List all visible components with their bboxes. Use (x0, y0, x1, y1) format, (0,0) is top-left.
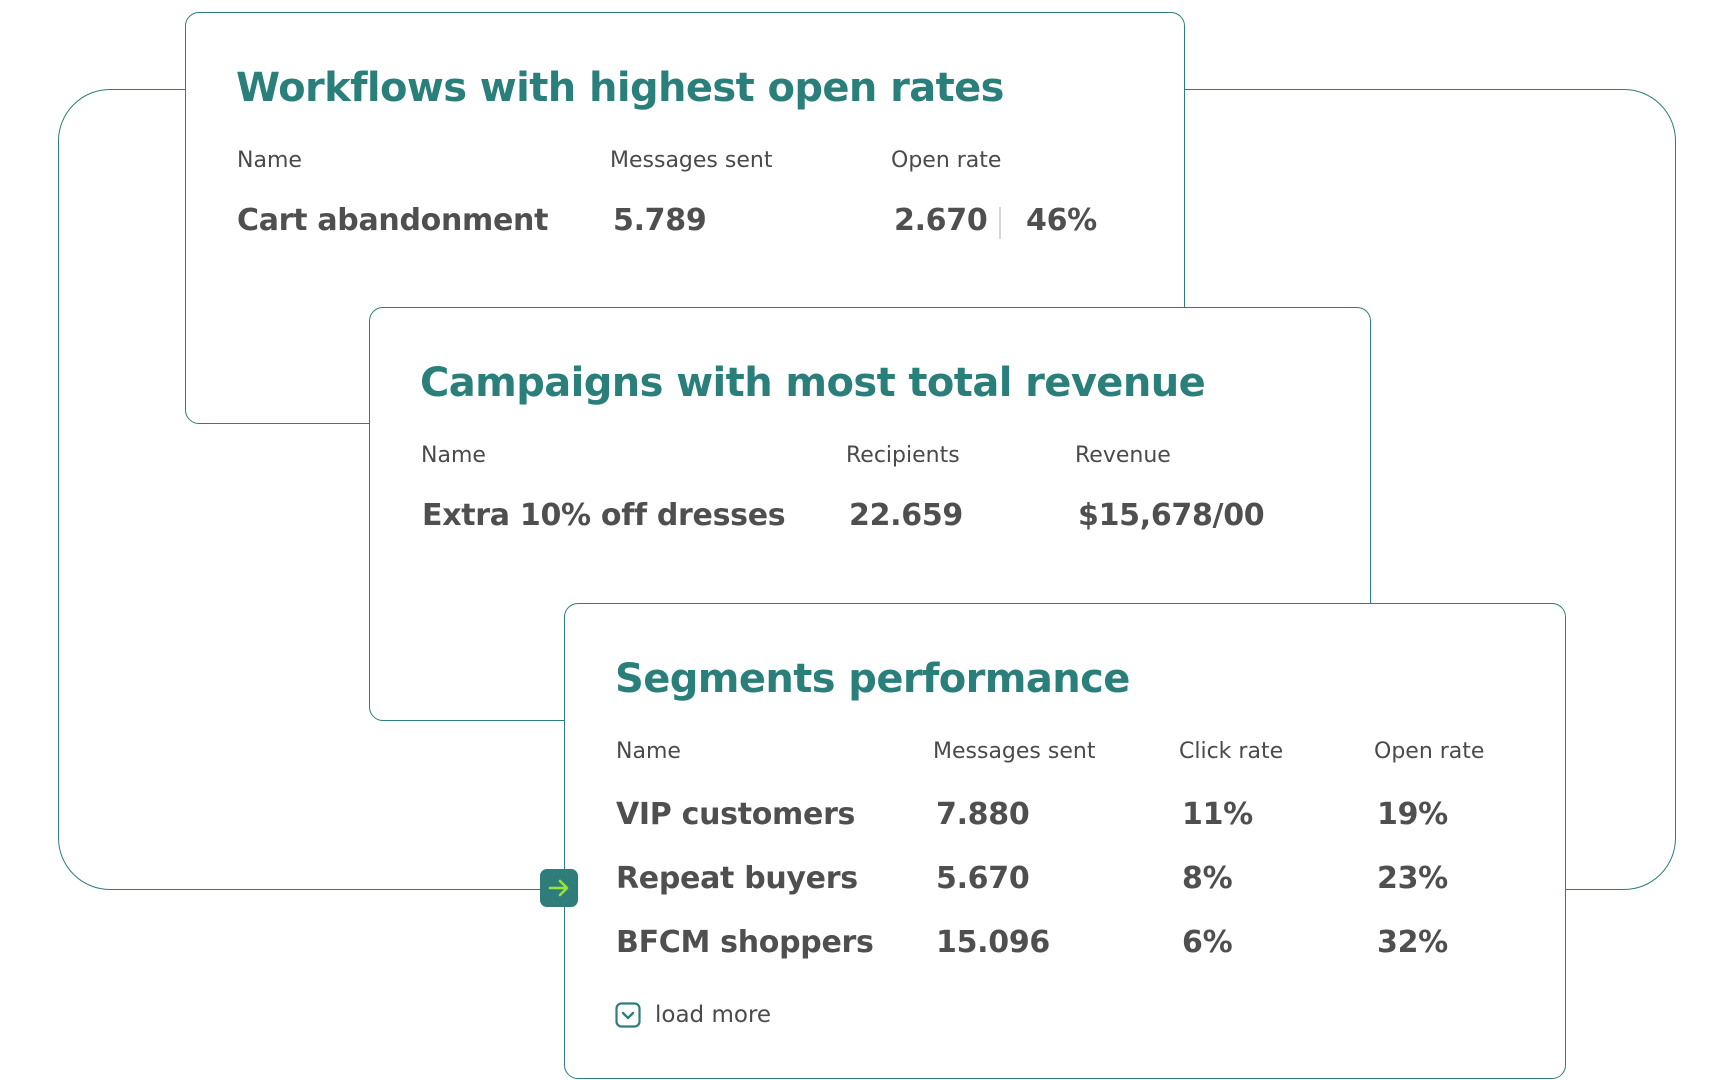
segments-col-name: Name (616, 739, 681, 764)
segments-col-click-rate: Click rate (1179, 739, 1284, 764)
segment-row-open-rate: 19% (1377, 797, 1448, 832)
load-more-button[interactable]: load more (615, 1002, 771, 1028)
segment-row-name: BFCM shoppers (616, 925, 874, 960)
segment-row-click-rate: 11% (1182, 797, 1253, 832)
campaigns-row-revenue: $15,678/00 (1078, 498, 1265, 533)
campaigns-col-recipients: Recipients (846, 443, 960, 468)
segment-row-name: VIP customers (616, 797, 856, 832)
workflows-col-open-rate: Open rate (891, 148, 1002, 173)
campaigns-row-recipients: 22.659 (849, 498, 963, 533)
open-rate-divider (999, 207, 1001, 239)
arrow-right-icon (547, 878, 571, 898)
campaigns-col-revenue: Revenue (1075, 443, 1171, 468)
workflows-row-messages-sent: 5.789 (613, 203, 707, 238)
chevron-down-icon (615, 1002, 641, 1028)
segment-row-messages-sent: 15.096 (936, 925, 1050, 960)
connector-arrow-badge (540, 869, 578, 907)
segment-row-click-rate: 6% (1182, 925, 1233, 960)
segments-col-open-rate: Open rate (1374, 739, 1485, 764)
segment-row-click-rate: 8% (1182, 861, 1233, 896)
campaigns-row-name: Extra 10% off dresses (422, 498, 786, 533)
workflows-row-name: Cart abandonment (237, 203, 549, 238)
segments-col-messages-sent: Messages sent (933, 739, 1096, 764)
segments-card: Segments performance Name Messages sent … (564, 603, 1566, 1079)
workflows-row-open-count: 2.670 (894, 203, 988, 238)
segments-title: Segments performance (615, 656, 1130, 702)
segment-row-open-rate: 32% (1377, 925, 1448, 960)
workflows-col-messages-sent: Messages sent (610, 148, 773, 173)
segment-row-name: Repeat buyers (616, 861, 858, 896)
segment-row-open-rate: 23% (1377, 861, 1448, 896)
load-more-label: load more (655, 1002, 772, 1028)
workflows-col-name: Name (237, 148, 302, 173)
workflows-title: Workflows with highest open rates (236, 65, 1004, 111)
campaigns-title: Campaigns with most total revenue (420, 360, 1206, 406)
workflows-row-open-rate: 46% (1026, 203, 1097, 238)
segment-row-messages-sent: 5.670 (936, 861, 1030, 896)
segment-row-messages-sent: 7.880 (936, 797, 1030, 832)
campaigns-col-name: Name (421, 443, 486, 468)
